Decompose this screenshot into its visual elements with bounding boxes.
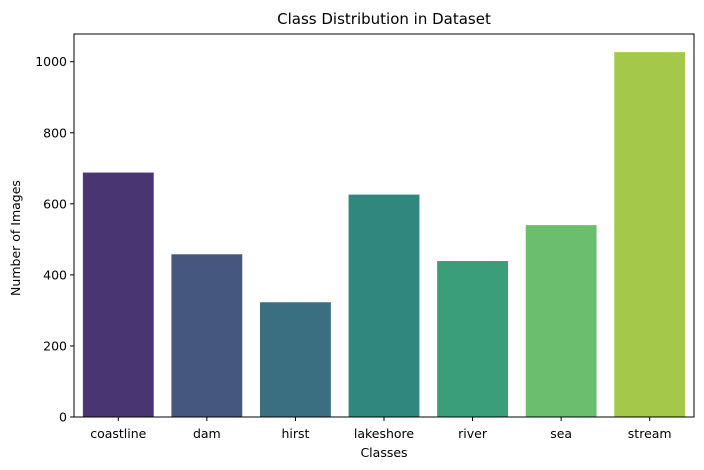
bar-stream [614,52,686,418]
bar-dam [171,254,243,417]
x-tick-label-hirst: hirst [281,426,309,441]
x-axis-label: Classes [360,445,407,460]
bar-lakeshore [348,194,420,417]
y-tick-label-400: 400 [43,267,67,282]
chart-title: Class Distribution in Dataset [277,10,491,28]
x-tick-label-coastline: coastline [90,426,146,441]
y-axis: 0 200 400 600 800 1000 [35,54,74,425]
y-tick-label-200: 200 [43,338,67,353]
y-axis-label: Number of Images [8,180,23,296]
bar-coastline [82,172,154,417]
bar-sea [525,225,597,417]
x-axis: coastline dam hirst lakeshore river sea stream [90,417,672,441]
y-tick-label-800: 800 [43,125,67,140]
y-tick-label-1000: 1000 [35,54,67,69]
bar-hirst [260,302,331,417]
y-tick-label-600: 600 [43,196,67,211]
bar-river [437,261,508,417]
bars-group [82,52,686,418]
x-tick-label-dam: dam [193,426,221,441]
y-tick-label-0: 0 [59,410,67,425]
x-tick-label-sea: sea [550,426,572,441]
x-tick-label-river: river [458,426,488,441]
plot-frame [73,33,695,418]
x-tick-label-stream: stream [628,426,672,441]
x-tick-label-lakeshore: lakeshore [354,426,415,441]
